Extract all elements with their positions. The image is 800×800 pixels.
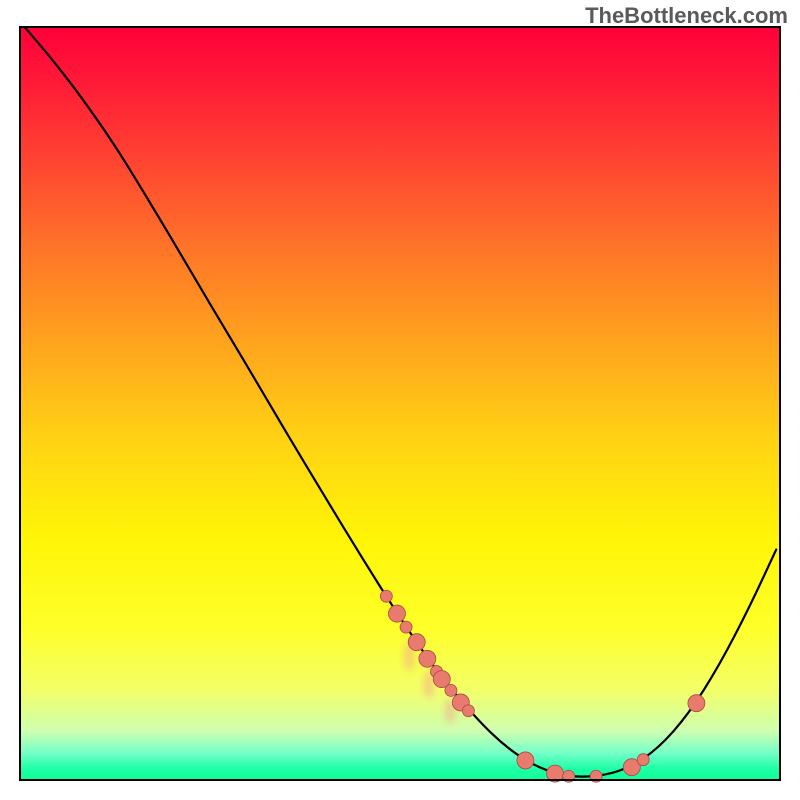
data-marker (419, 650, 436, 667)
data-marker (445, 684, 457, 696)
data-marker (517, 752, 534, 769)
data-marker (462, 705, 474, 717)
data-marker (400, 621, 412, 633)
data-marker (688, 695, 705, 712)
data-marker (408, 634, 425, 651)
data-marker (388, 605, 405, 622)
plot-background-gradient (20, 27, 780, 780)
data-marker (380, 590, 392, 602)
data-marker (637, 754, 649, 766)
chart-container: TheBottleneck.com (0, 0, 800, 800)
bottleneck-curve-chart (0, 0, 800, 800)
